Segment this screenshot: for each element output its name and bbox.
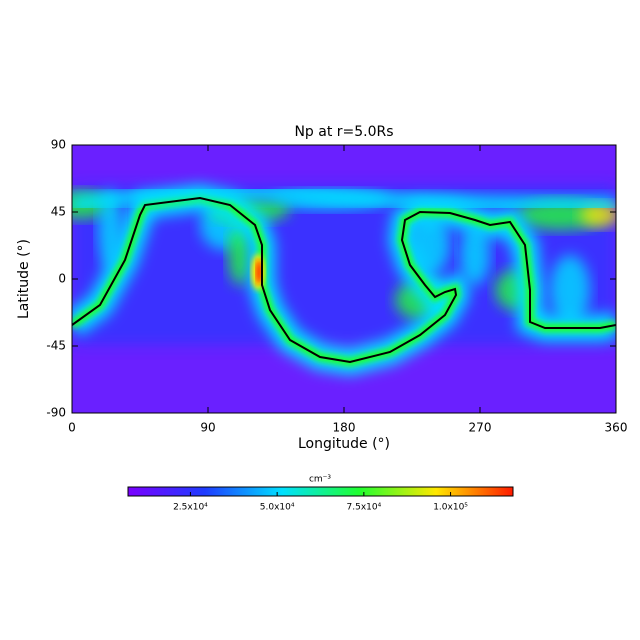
contour-line (72, 196, 616, 364)
colorbar-tick-label: 1.0x10⁵ (433, 503, 468, 513)
field-peak (256, 260, 262, 284)
field-ridge (72, 184, 616, 212)
y-axis-label: Latitude (°) (16, 239, 32, 319)
x-tick-label: 90 (200, 421, 215, 435)
field-blob (460, 225, 490, 285)
field-blob (550, 255, 590, 325)
colorbar (127, 486, 514, 497)
x-tick-label: 0 (68, 421, 76, 435)
x-tick-label: 270 (469, 421, 492, 435)
y-tick-label: 90 (51, 138, 66, 152)
colorbar-label: cm⁻³ (309, 475, 331, 485)
colorbar-tick-label: 5.0x10⁴ (260, 503, 295, 513)
density-field (72, 145, 616, 413)
y-tick-label: 0 (58, 272, 66, 286)
chart-title: Np at r=5.0Rs (294, 124, 393, 140)
x-tick-label: 180 (333, 421, 356, 435)
colorbar-tick-label: 7.5x10⁴ (347, 503, 382, 513)
x-tick-label: 360 (605, 421, 628, 435)
colorbar-tick-label: 2.5x10⁴ (173, 503, 208, 513)
field-blob (228, 225, 252, 285)
y-tick-label: 45 (51, 205, 66, 219)
x-axis-label: Longitude (°) (298, 436, 390, 452)
y-tick-label: -90 (46, 406, 66, 420)
y-tick-label: -45 (46, 339, 66, 353)
